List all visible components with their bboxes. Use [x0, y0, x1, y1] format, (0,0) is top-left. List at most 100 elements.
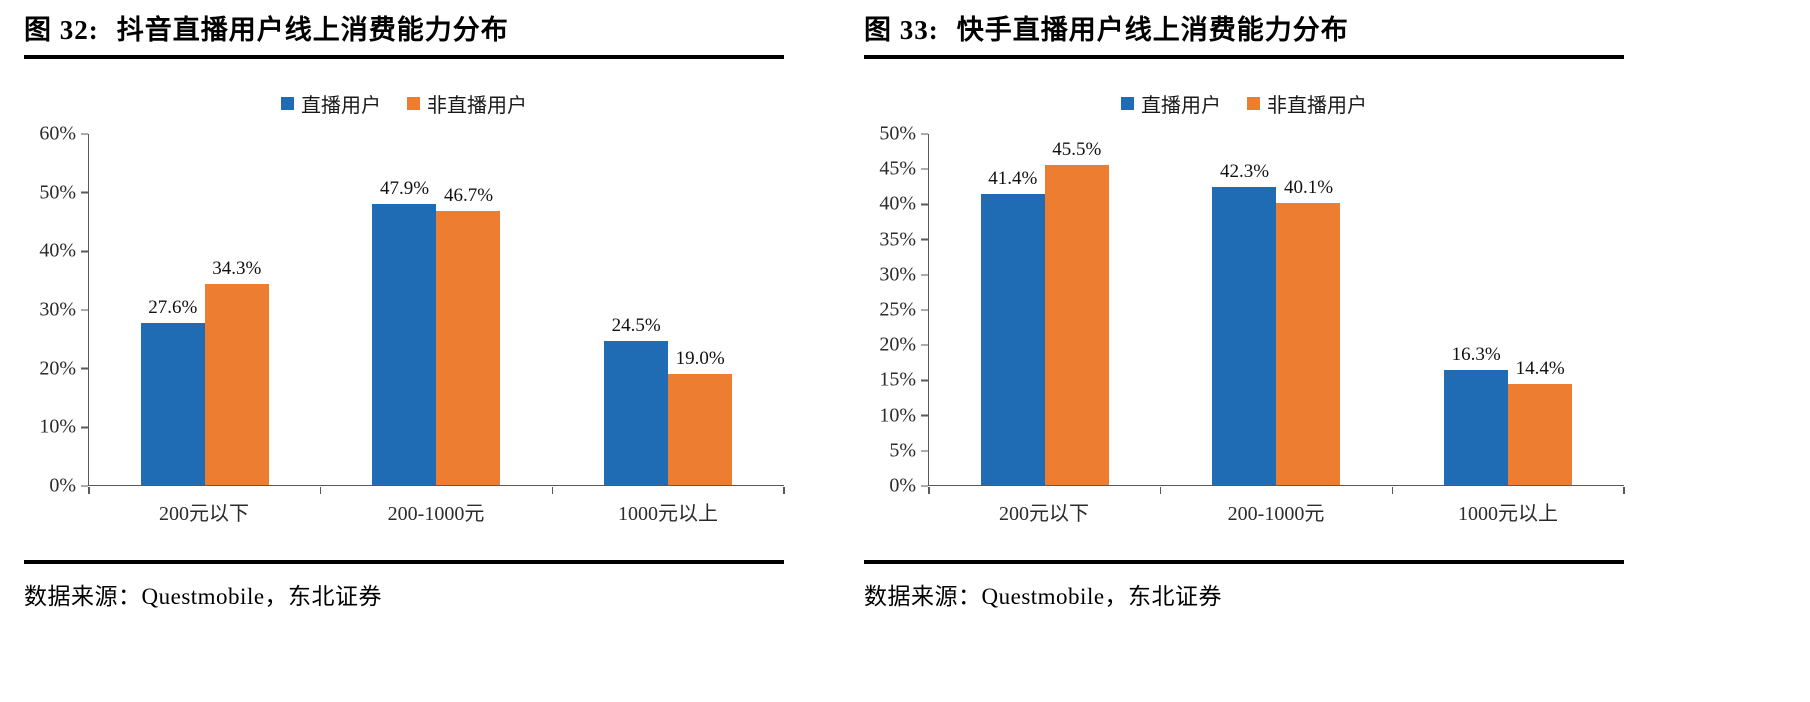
- bar-series-1: [1212, 187, 1277, 485]
- bar-series-2: [1508, 383, 1573, 485]
- plot-area: 27.6% 34.3% 47.9% 46.7% 24.5% 19.0%: [88, 134, 785, 494]
- y-tick-label: 0%: [889, 475, 928, 498]
- legend-item: 直播用户: [281, 89, 381, 118]
- bar-group: 47.9% 46.7%: [372, 178, 501, 485]
- bar-series-2: [1044, 164, 1109, 485]
- x-axis-category-label: 200元以下: [999, 503, 1089, 525]
- legend-swatch-icon: [1121, 97, 1134, 110]
- x-axis-category-label: 1000元以上: [618, 503, 718, 525]
- x-axis-tick: [319, 486, 322, 494]
- y-tick-label: 10%: [879, 404, 928, 427]
- bar-series-2: [668, 373, 733, 485]
- y-axis-labels: 0% 5% 10% 15% 20% 25% 30% 35% 40% 45% 50%: [864, 123, 928, 497]
- bar-value-label: 19.0%: [675, 347, 725, 369]
- bar-column: 40.1%: [1276, 176, 1341, 485]
- plot-wrap: 0% 5% 10% 15% 20% 25% 30% 35% 40% 45% 50% 41.4% 45.…: [864, 123, 1625, 497]
- bar-group: 16.3% 14.4%: [1444, 344, 1573, 485]
- bar-series-2: [436, 211, 501, 485]
- bar-value-label: 42.3%: [1219, 161, 1270, 183]
- chart-panel-figure-33: 图 33: 快手直播用户线上消费能力分布 直播用户 非直播用户 0% 5% 10% 15%…: [864, 12, 1625, 611]
- legend-item: 非直播用户: [1247, 89, 1367, 118]
- bar-column: 27.6%: [140, 297, 205, 485]
- bar-column: 42.3%: [1212, 161, 1277, 485]
- x-axis-category-label: 200-1000元: [387, 503, 485, 525]
- source-divider-rule: [24, 560, 784, 564]
- legend-item: 直播用户: [1121, 89, 1221, 118]
- bar-value-label: 27.6%: [148, 297, 198, 319]
- chart-title: 图 32: 抖音直播用户线上消费能力分布: [24, 12, 784, 48]
- legend-swatch-icon: [1247, 97, 1260, 110]
- x-axis-tick: [783, 486, 785, 494]
- bar-group: 42.3% 40.1%: [1212, 161, 1341, 485]
- x-axis-labels: 200元以下 200-1000元 1000元以上: [928, 497, 1624, 526]
- bar-column: 19.0%: [668, 347, 733, 485]
- legend-label: 直播用户: [1141, 95, 1221, 117]
- y-tick-label: 35%: [879, 228, 928, 251]
- x-axis-labels: 200元以下 200-1000元 1000元以上: [88, 497, 784, 526]
- source-text: 数据来源：Questmobile，东北证券: [864, 584, 1223, 609]
- bar-value-label: 47.9%: [379, 178, 430, 199]
- source-divider-rule: [864, 560, 1624, 564]
- bar-column: 46.7%: [436, 185, 501, 485]
- bar-series-1: [372, 204, 437, 485]
- bar-value-label: 24.5%: [611, 315, 661, 337]
- y-tick-label: 15%: [879, 369, 928, 392]
- bar-series-1: [604, 341, 669, 485]
- y-tick-label: 60%: [39, 123, 88, 146]
- legend: 直播用户 非直播用户: [864, 89, 1624, 118]
- x-axis-tick: [1159, 486, 1162, 494]
- figure-label: 图 33:: [864, 15, 939, 45]
- y-tick-label: 20%: [39, 357, 88, 380]
- bar-value-label: 34.3%: [212, 257, 262, 279]
- bar-value-label: 40.1%: [1283, 176, 1334, 198]
- bar-column: 45.5%: [1044, 138, 1109, 485]
- y-tick-label: 30%: [39, 299, 88, 322]
- legend-label: 直播用户: [301, 95, 381, 117]
- x-axis-tick: [551, 486, 554, 494]
- legend: 直播用户 非直播用户: [24, 89, 784, 118]
- bar-group: 27.6% 34.3%: [140, 257, 269, 485]
- y-tick-label: 50%: [39, 181, 88, 204]
- chart-title: 图 33: 快手直播用户线上消费能力分布: [864, 12, 1624, 48]
- bar-column: 14.4%: [1508, 358, 1573, 485]
- y-tick-label: 5%: [889, 439, 928, 462]
- plot-wrap: 0% 10% 20% 30% 40% 50% 60% 27.6% 34.3% 47.9% 46.7…: [24, 123, 785, 497]
- bar-value-label: 45.5%: [1052, 138, 1102, 160]
- title-underline-rule: [864, 55, 1624, 59]
- title-underline-rule: [24, 55, 784, 59]
- x-axis-tick: [1623, 486, 1625, 494]
- bar-column: 24.5%: [604, 315, 669, 485]
- y-axis-labels: 0% 10% 20% 30% 40% 50% 60%: [24, 123, 88, 497]
- y-tick-label: 50%: [879, 123, 928, 146]
- bar-column: 34.3%: [204, 257, 269, 485]
- bar-value-label: 16.3%: [1451, 344, 1501, 366]
- bar-column: 16.3%: [1444, 344, 1509, 485]
- bar-group: 41.4% 45.5%: [980, 138, 1109, 485]
- bar-column: 41.4%: [980, 167, 1045, 485]
- x-axis-category-label: 200-1000元: [1227, 503, 1325, 525]
- y-tick-label: 40%: [879, 193, 928, 216]
- x-axis-tick: [88, 486, 90, 494]
- y-tick-label: 40%: [39, 240, 88, 263]
- y-tick-label: 25%: [879, 299, 928, 322]
- y-tick-label: 20%: [879, 334, 928, 357]
- chart-title-text: 抖音直播用户线上消费能力分布: [116, 15, 509, 45]
- legend-swatch-icon: [407, 97, 420, 110]
- bar-series-1: [1444, 370, 1509, 485]
- x-axis-category-label: 1000元以上: [1458, 503, 1558, 525]
- chart-title-text: 快手直播用户线上消费能力分布: [956, 15, 1349, 45]
- legend-label: 非直播用户: [427, 95, 527, 117]
- bar-value-label: 41.4%: [988, 167, 1038, 189]
- x-axis-tick: [928, 486, 930, 494]
- report-charts-row: 图 32: 抖音直播用户线上消费能力分布 直播用户 非直播用户 0% 10% 20% 30…: [0, 0, 1810, 611]
- x-axis-tick: [1391, 486, 1394, 494]
- y-tick-label: 10%: [39, 416, 88, 439]
- bar-value-label: 46.7%: [443, 185, 494, 207]
- bar-series-1: [980, 193, 1045, 485]
- plot-area: 41.4% 45.5% 42.3% 40.1% 16.3% 14.4%: [928, 134, 1625, 494]
- legend-item: 非直播用户: [407, 89, 527, 118]
- chart-panel-figure-32: 图 32: 抖音直播用户线上消费能力分布 直播用户 非直播用户 0% 10% 20% 30…: [24, 12, 785, 611]
- legend-swatch-icon: [281, 97, 294, 110]
- y-tick-label: 0%: [49, 475, 88, 498]
- x-axis-category-label: 200元以下: [159, 503, 249, 525]
